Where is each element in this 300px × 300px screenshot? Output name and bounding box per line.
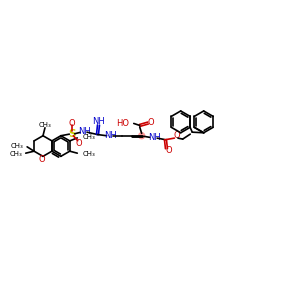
Text: O: O	[173, 131, 180, 140]
Text: CH₃: CH₃	[39, 122, 51, 128]
Text: CH₃: CH₃	[9, 151, 22, 157]
Text: S: S	[68, 129, 76, 139]
Text: CH₃: CH₃	[83, 151, 96, 157]
Circle shape	[139, 133, 145, 139]
Text: CH₃: CH₃	[83, 134, 96, 140]
Text: O: O	[76, 139, 83, 148]
Text: NH: NH	[78, 127, 91, 136]
Text: NH: NH	[105, 131, 117, 140]
Text: HO: HO	[116, 118, 129, 127]
Text: O: O	[166, 146, 172, 155]
Text: NH: NH	[148, 134, 161, 142]
Text: CH₃: CH₃	[11, 142, 24, 148]
Text: O: O	[39, 155, 45, 164]
Text: O: O	[147, 118, 154, 127]
Text: NH: NH	[92, 117, 105, 126]
Text: O: O	[68, 118, 75, 127]
